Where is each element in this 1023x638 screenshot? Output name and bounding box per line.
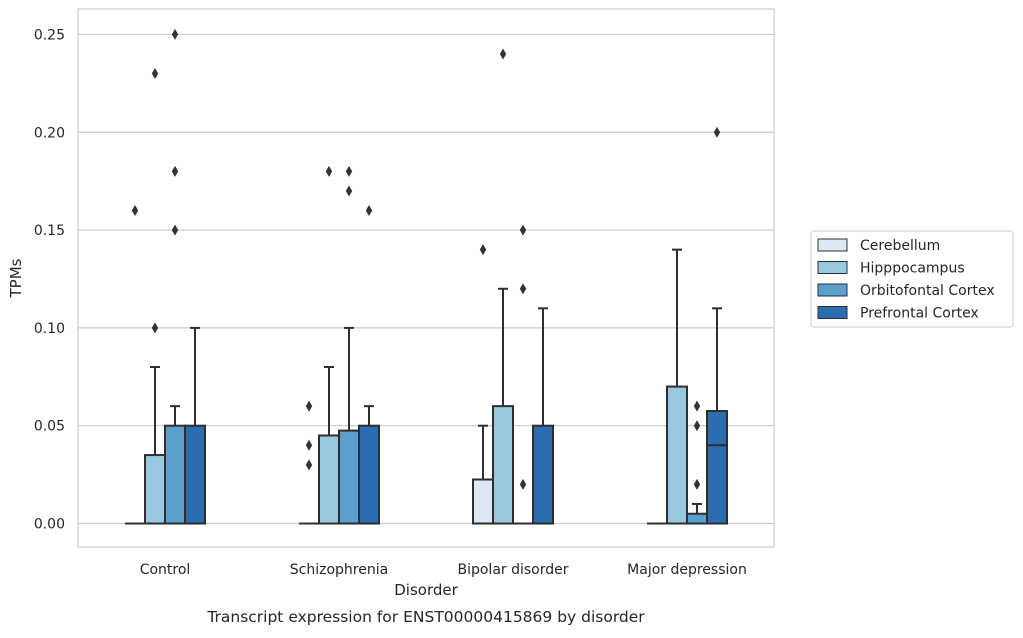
legend-label: Orbitofontal Cortex — [860, 283, 995, 299]
x-tick-label: Bipolar disorder — [457, 562, 568, 578]
x-axis-label: Disorder — [394, 581, 458, 599]
outlier-point — [171, 224, 179, 236]
legend-swatch — [817, 283, 848, 297]
box-group — [358, 205, 380, 525]
outlier-point — [305, 400, 313, 412]
x-tick-label: Control — [140, 562, 191, 578]
x-axis-categories: Control Schizophrenia Bipolar disorder Majo… — [140, 562, 747, 578]
legend: Cerebellum Hipppocampus Orbitofontal Corte… — [810, 230, 1014, 328]
box — [706, 410, 728, 525]
outlier-point — [345, 185, 353, 197]
box — [666, 385, 688, 525]
outlier-point — [171, 28, 179, 40]
box-group — [666, 248, 688, 525]
outlier-point — [305, 459, 313, 471]
outlier-point — [519, 224, 527, 236]
box — [144, 454, 166, 525]
box-group — [513, 224, 533, 525]
box — [686, 512, 708, 525]
outlier-point — [151, 68, 159, 80]
outlier-point — [171, 165, 179, 177]
y-tick-label: 0.00 — [34, 517, 65, 533]
box — [492, 405, 514, 525]
outlier-point — [345, 165, 353, 177]
box-group — [492, 48, 514, 525]
box-group — [184, 326, 206, 525]
box-group — [144, 68, 166, 525]
legend-items: Cerebellum Hipppocampus Orbitofontal Corte… — [817, 238, 995, 322]
outlier-point — [325, 165, 333, 177]
outlier-point — [693, 478, 701, 490]
y-axis-ticks: 0.00 0.05 0.10 0.15 0.20 0.25 — [34, 27, 65, 532]
y-tick-label: 0.20 — [34, 125, 65, 141]
box-group — [318, 165, 340, 525]
outlier-point — [151, 322, 159, 334]
outlier-point — [479, 244, 487, 256]
legend-swatch — [817, 261, 848, 274]
legend-swatch — [817, 306, 848, 319]
outlier-point — [519, 283, 527, 295]
y-tick-label: 0.15 — [34, 223, 65, 239]
box-group — [125, 205, 145, 525]
x-tick-label: Major depression — [627, 562, 747, 578]
legend-frame — [810, 230, 1014, 328]
box — [164, 424, 186, 525]
outlier-point — [693, 400, 701, 412]
plot-frame — [77, 8, 775, 548]
outlier-point — [365, 205, 373, 217]
y-tick-label: 0.25 — [34, 27, 65, 43]
box-group — [164, 28, 186, 525]
chart-caption: Transcript expression for ENST0000041586… — [206, 608, 645, 626]
outlier-point — [519, 478, 527, 490]
box-group — [706, 126, 728, 525]
outlier-point — [305, 439, 313, 451]
box-group — [472, 244, 494, 525]
box-group — [686, 400, 708, 525]
y-tick-label: 0.05 — [34, 419, 65, 435]
legend-label: Cerebellum — [860, 238, 940, 254]
y-tick-label: 0.10 — [34, 321, 65, 337]
box — [338, 429, 360, 525]
box — [184, 424, 206, 525]
legend-swatch — [817, 238, 848, 252]
y-axis-label: TPMs — [7, 258, 25, 298]
box — [358, 424, 380, 525]
legend-label: Hipppocampus — [860, 261, 965, 277]
box — [472, 478, 494, 525]
outlier-point — [131, 205, 139, 217]
box — [532, 424, 554, 525]
box-group — [338, 165, 360, 525]
outlier-point — [693, 420, 701, 432]
outlier-point — [713, 126, 721, 138]
box — [318, 434, 340, 525]
legend-label: Prefrontal Cortex — [860, 306, 979, 322]
box-group — [299, 400, 319, 525]
boxes — [125, 28, 728, 525]
x-tick-label: Schizophrenia — [290, 562, 388, 578]
outlier-point — [499, 48, 507, 60]
box-group — [532, 307, 554, 525]
